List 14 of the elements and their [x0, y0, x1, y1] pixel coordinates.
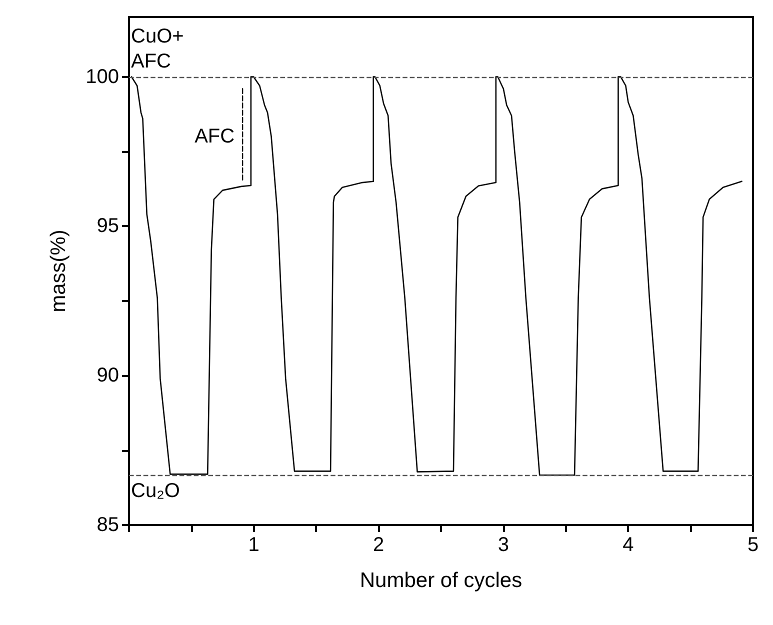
y-tick-label: 95 [96, 215, 119, 238]
y-tick-label: 90 [96, 364, 119, 387]
y-axis-title: mass(%) [47, 230, 70, 312]
annotation: AFC [194, 126, 235, 148]
x-tick-label: 2 [373, 534, 384, 556]
x-tick-label: 4 [622, 534, 634, 556]
y-tick-label: 85 [96, 514, 119, 536]
y-tick-label: 100 [86, 66, 119, 88]
x-tick-label: 5 [747, 534, 759, 556]
ref-line-label: CuO+ AFC [131, 25, 184, 72]
x-tick-label: 3 [498, 534, 509, 556]
x-tick-label: 1 [248, 534, 260, 556]
ref-line-label: Cu₂O [131, 480, 180, 502]
x-axis-title: Number of cycles [360, 569, 522, 592]
